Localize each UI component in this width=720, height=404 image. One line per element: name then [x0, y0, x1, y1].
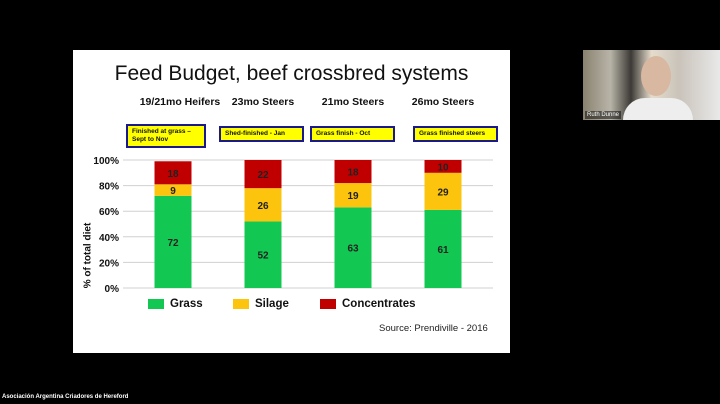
bar-segment-concentrates: [244, 160, 282, 189]
y-tick-label: 0%: [105, 284, 120, 295]
y-axis-label: % of total diet: [82, 222, 94, 289]
participant-name: Ruth Dunne: [585, 111, 622, 119]
participant-image: [623, 98, 693, 120]
legend-swatch: [148, 299, 164, 309]
legend-swatch: [320, 299, 336, 309]
data-label: 72: [167, 238, 179, 249]
data-label: 18: [167, 169, 179, 180]
bar-segment-concentrates: [424, 160, 462, 173]
participant-video-tile[interactable]: Ruth Dunne: [583, 50, 720, 120]
legend-label: Silage: [255, 298, 289, 310]
column-tag: Grass finish - Oct: [310, 126, 395, 142]
slide-title: Feed Budget, beef crossbred systems: [114, 62, 469, 85]
data-label: 61: [437, 245, 449, 256]
data-label: 18: [347, 168, 359, 179]
data-label: 52: [257, 251, 269, 262]
bar-segment-silage: [154, 184, 192, 196]
y-tick-label: 60%: [99, 207, 119, 218]
legend-silage: Silage: [233, 298, 289, 310]
shared-slide: Feed Budget, beef crossbred systems 19/2…: [73, 50, 510, 353]
column-tag: Shed-finished - Jan: [219, 126, 304, 142]
stacked-bar-chart: 0% 20% 40% 60% 80% 100% 72 9 18 52 26 22 63 19 18 61 29 1…: [93, 156, 493, 295]
data-label: 29: [437, 187, 449, 198]
data-label: 22: [257, 170, 269, 181]
y-tick-label: 40%: [99, 233, 119, 244]
bar-segment-concentrates: [334, 160, 372, 184]
legend-swatch: [233, 299, 249, 309]
organization-label: Asociación Argentina Criadores de Herefo…: [2, 394, 129, 400]
data-label: 9: [170, 186, 176, 197]
bar-segment-grass: [334, 207, 372, 288]
bar-segment-silage: [424, 172, 462, 210]
data-label: 19: [347, 191, 359, 202]
bar-segment-grass: [244, 221, 282, 288]
column-heading: 23mo Steers: [231, 96, 295, 108]
bar-segment-grass: [154, 195, 192, 288]
column-heading: 19/21mo Heifers: [139, 96, 221, 108]
data-label: 26: [257, 201, 269, 212]
bar-segment-silage: [334, 183, 372, 208]
legend-grass: Grass: [148, 298, 203, 310]
legend-concentrates: Concentrates: [320, 298, 416, 310]
y-tick-label: 20%: [99, 258, 119, 269]
data-label: 63: [347, 244, 359, 255]
data-label: 10: [437, 162, 449, 173]
legend-label: Grass: [170, 298, 203, 310]
column-tag: Grass finished steers: [413, 126, 498, 142]
y-tick-label: 80%: [99, 182, 119, 193]
legend-label: Concentrates: [342, 298, 416, 310]
y-tick-label: 100%: [93, 156, 119, 167]
column-heading: 21mo Steers: [321, 96, 385, 108]
bar-segment-grass: [424, 209, 462, 288]
column-tag: Finished at grass – Sept to Nov: [126, 124, 206, 148]
source-note: Source: Prendiville - 2016: [379, 323, 488, 334]
bar-segment-concentrates: [154, 161, 192, 185]
participant-image: [641, 56, 671, 96]
column-heading: 26mo Steers: [411, 96, 475, 108]
bar-segment-silage: [244, 188, 282, 222]
